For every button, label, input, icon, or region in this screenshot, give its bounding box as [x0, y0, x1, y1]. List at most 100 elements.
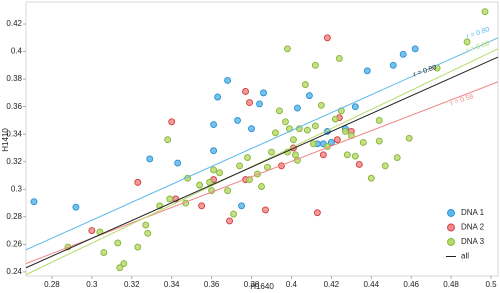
point	[389, 61, 397, 69]
point	[242, 88, 249, 95]
y-tick-label: 0.42	[6, 19, 22, 28]
point	[305, 92, 313, 100]
point	[174, 159, 182, 167]
plot-frame	[25, 1, 499, 277]
point	[411, 45, 419, 53]
point	[142, 221, 150, 229]
x-tick-label: 0.5	[485, 280, 497, 289]
point	[289, 136, 297, 144]
point	[309, 140, 317, 148]
point	[272, 129, 279, 137]
point	[260, 89, 267, 97]
point	[196, 181, 204, 189]
legend-label: DNA 2	[461, 223, 485, 232]
fit-label: r = 0.80	[413, 64, 438, 78]
point	[363, 67, 371, 75]
x-tick-label: 0.4	[286, 280, 298, 289]
point	[335, 55, 343, 62]
point	[311, 61, 319, 69]
y-tick-label: 0.28	[6, 212, 22, 221]
point	[210, 166, 218, 174]
point	[116, 264, 124, 272]
legend-label: all	[461, 252, 469, 261]
y-tick-label: 0.34	[6, 129, 22, 138]
point	[256, 100, 263, 108]
point	[164, 136, 172, 144]
point	[333, 136, 341, 144]
point	[234, 116, 242, 124]
point	[230, 210, 238, 218]
point	[351, 103, 359, 111]
legend-marker	[447, 238, 455, 246]
point	[381, 162, 389, 170]
x-tick-label: 0.28	[44, 280, 60, 289]
point	[463, 38, 471, 46]
point	[258, 183, 265, 190]
y-tick-label: 0.24	[6, 267, 22, 276]
x-tick-label: 0.48	[443, 280, 459, 289]
point	[283, 45, 291, 53]
point	[168, 118, 176, 126]
point	[405, 134, 413, 142]
point	[359, 138, 367, 146]
x-tick-label: 0.38	[244, 280, 260, 289]
point	[351, 152, 359, 160]
y-tick-label: 0.38	[6, 74, 22, 83]
point	[210, 147, 218, 155]
x-tick-label: 0.42	[324, 280, 340, 289]
point	[226, 217, 234, 225]
point	[30, 198, 38, 206]
y-tick-label: 0.3	[11, 184, 23, 193]
legend-marker	[447, 209, 455, 217]
point	[166, 195, 174, 203]
point	[367, 174, 375, 182]
y-tick-label: 0.4	[11, 47, 23, 56]
fit-line	[25, 37, 499, 251]
x-tick-label: 0.3	[86, 280, 98, 289]
point	[393, 154, 401, 162]
point	[282, 118, 289, 126]
point	[214, 93, 222, 101]
point	[343, 151, 351, 159]
legend-label: DNA 1	[461, 208, 485, 217]
point	[323, 34, 331, 42]
point	[100, 249, 108, 257]
x-tick-label: 0.32	[124, 280, 140, 289]
point	[146, 155, 154, 163]
point	[216, 169, 224, 177]
point	[481, 8, 489, 16]
point	[236, 162, 243, 170]
y-tick-label: 0.26	[6, 239, 22, 248]
point	[399, 50, 407, 58]
point	[238, 202, 245, 210]
legend-marker	[447, 223, 455, 232]
x-axis-title: H1640	[250, 282, 274, 291]
fit-line	[25, 81, 499, 265]
point	[224, 77, 232, 84]
point	[88, 227, 96, 235]
point	[301, 81, 309, 89]
fit-line	[25, 56, 499, 269]
point	[331, 115, 339, 123]
y-tick-label: 0.36	[6, 102, 22, 111]
point	[134, 243, 142, 251]
point	[319, 151, 327, 159]
point	[268, 148, 275, 156]
point	[293, 104, 301, 112]
point	[311, 122, 319, 130]
legend-label: DNA 3	[461, 237, 485, 246]
point	[224, 187, 232, 195]
y-tick-label: 0.32	[6, 157, 22, 166]
point	[327, 138, 335, 146]
point	[144, 229, 152, 237]
point	[375, 116, 383, 124]
point	[120, 260, 128, 268]
point	[276, 107, 283, 115]
point	[375, 137, 383, 145]
point	[303, 126, 311, 134]
point	[313, 209, 321, 217]
point	[341, 127, 349, 135]
point	[246, 99, 253, 106]
